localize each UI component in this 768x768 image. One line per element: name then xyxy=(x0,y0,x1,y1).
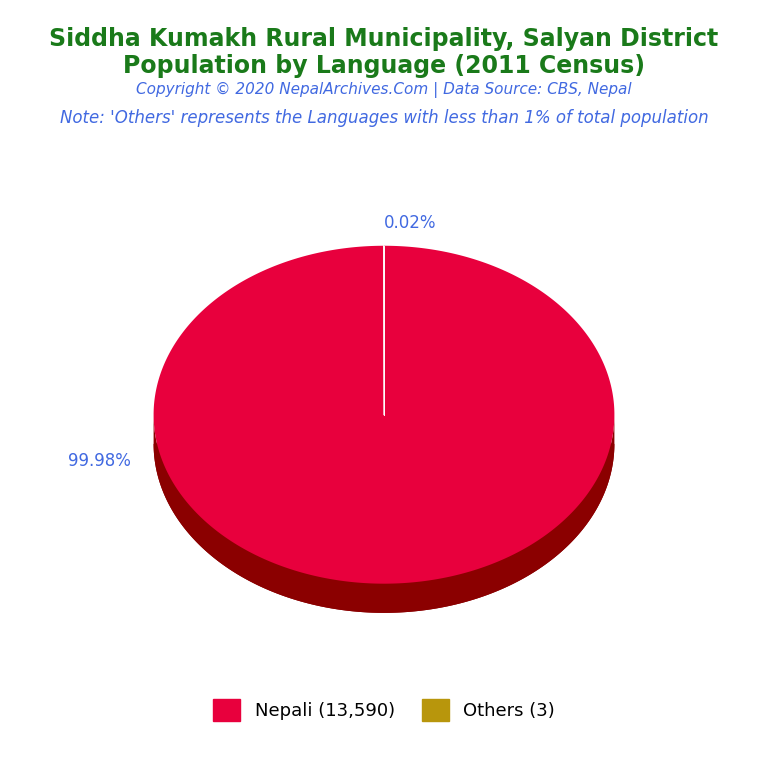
Polygon shape xyxy=(154,246,614,584)
Text: Note: 'Others' represents the Languages with less than 1% of total population: Note: 'Others' represents the Languages … xyxy=(60,109,708,127)
Text: Siddha Kumakh Rural Municipality, Salyan District: Siddha Kumakh Rural Municipality, Salyan… xyxy=(49,27,719,51)
Polygon shape xyxy=(154,415,614,613)
Legend: Nepali (13,590), Others (3): Nepali (13,590), Others (3) xyxy=(206,692,562,728)
Text: Population by Language (2011 Census): Population by Language (2011 Census) xyxy=(123,54,645,78)
Text: 0.02%: 0.02% xyxy=(384,214,436,232)
Text: Copyright © 2020 NepalArchives.Com | Data Source: CBS, Nepal: Copyright © 2020 NepalArchives.Com | Dat… xyxy=(136,82,632,98)
Polygon shape xyxy=(154,444,614,613)
Text: 99.98%: 99.98% xyxy=(68,452,131,470)
